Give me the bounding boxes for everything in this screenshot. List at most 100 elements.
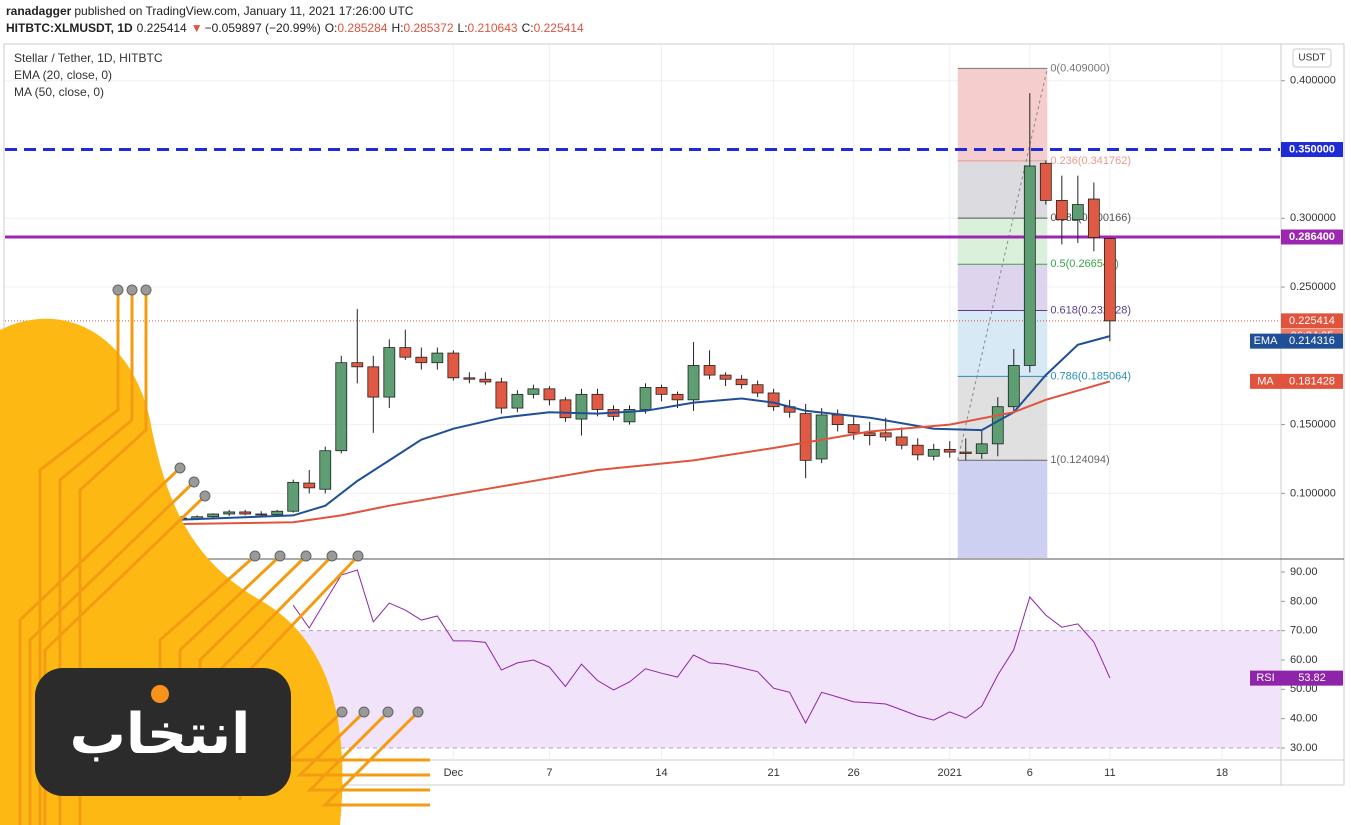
candle-body (319, 450, 332, 490)
ohlc-key: L: (457, 21, 468, 35)
candle-body (1023, 165, 1036, 366)
y-tick-label: 30.00 (1290, 742, 1318, 754)
candle-body (1103, 238, 1116, 322)
fib-label: 0.618(0.232928) (1050, 304, 1131, 316)
candle-body (495, 381, 508, 409)
currency-button[interactable] (1292, 48, 1332, 68)
candle-body (575, 393, 588, 420)
candle-body (527, 388, 540, 395)
y-tick-label: 70.00 (1290, 625, 1318, 637)
candle-body (751, 384, 764, 394)
logo-node (199, 490, 211, 502)
candle-body (863, 432, 876, 436)
candle-body (991, 406, 1004, 445)
logo-node (300, 550, 312, 562)
logo-badge (35, 668, 291, 796)
y-tick-label: 0.100000 (1290, 487, 1336, 499)
fib-zone (957, 68, 1048, 161)
candle-body (911, 444, 924, 456)
x-tick-label: 2021 (938, 767, 962, 779)
ohlc-value: 0.210643 (467, 21, 518, 35)
candle-body (815, 414, 828, 460)
candle-body (703, 365, 716, 376)
logo-node (382, 706, 394, 718)
published: published on TradingView.com, January 11… (74, 4, 414, 18)
candle-body (959, 451, 972, 454)
fib-label: 0.236(0.341762) (1050, 155, 1131, 167)
tag-value-box (1281, 333, 1343, 349)
ohlc-value: 0.225414 (533, 21, 584, 35)
candle-body (927, 448, 940, 457)
candle-body (671, 393, 684, 401)
candle-body (415, 356, 428, 364)
candle-body (1071, 204, 1084, 221)
y-tick-label: 0.400000 (1290, 75, 1336, 87)
logo-trace (296, 710, 430, 777)
tag-name-box (1250, 373, 1281, 389)
candle-body (559, 399, 572, 419)
candle-body (879, 432, 892, 438)
logo-coin (151, 685, 169, 703)
price-tag-label: 0.350000 (1289, 143, 1335, 155)
fib-zone (957, 460, 1048, 558)
logo-node (126, 284, 138, 296)
tag-name-box (1250, 670, 1281, 686)
logo-trace (78, 290, 148, 825)
tag-value: 0.214316 (1289, 335, 1335, 347)
candle-body (223, 511, 236, 515)
ohlc-value: 0.285372 (403, 21, 454, 35)
publisher: ranadagger (6, 4, 72, 18)
header: ranadagger published on TradingView.com, … (6, 3, 592, 37)
logo-trace (38, 290, 120, 825)
candle-body (207, 513, 220, 518)
logo-trace (306, 710, 430, 792)
arrow: ▼ (190, 21, 203, 35)
candle-body (447, 352, 460, 379)
candle-body (399, 347, 412, 358)
ohlc-value: 0.285284 (337, 21, 388, 35)
candle-body (895, 436, 908, 446)
ohlc-key: C: (521, 21, 534, 35)
tag-name: MA (1257, 375, 1274, 387)
candle-body (719, 374, 732, 380)
tag-value: 0.181428 (1289, 375, 1335, 387)
legend-ma: MA (50, close, 0) (14, 85, 104, 99)
candle-body (303, 482, 316, 489)
candle-body (335, 362, 348, 452)
candle-body (1087, 198, 1100, 238)
x-tick-label: 11 (1104, 767, 1115, 779)
candle-body (1007, 365, 1020, 408)
y-tick-label: 0.250000 (1290, 281, 1336, 293)
candle-body (639, 387, 652, 410)
candle-body (511, 393, 524, 409)
logo-trace (28, 480, 196, 825)
candle-body (1039, 162, 1052, 201)
legend-ema: EMA (20, close, 0) (14, 68, 112, 82)
logo-node (188, 476, 200, 488)
candle-body (975, 443, 988, 454)
x-tick-label: 21 (767, 767, 779, 779)
last-price: 0.225414 (136, 21, 187, 35)
logo-node (352, 550, 364, 562)
logo-node (412, 706, 424, 718)
fib-label: 1(0.124094) (1050, 454, 1109, 466)
indicator-line (292, 569, 1111, 725)
logo-node (140, 284, 152, 296)
tag-name-box (1250, 333, 1281, 349)
fib-label: 0.5(0.266547) (1050, 258, 1119, 270)
y-tick-label: 60.00 (1290, 654, 1318, 666)
y-tick-label: 40.00 (1290, 713, 1318, 725)
candle-body (1055, 200, 1068, 221)
fib-trend (957, 68, 1048, 461)
candle-body (831, 414, 844, 425)
tag-value-box (1281, 373, 1343, 389)
x-tick-label: 18 (1216, 767, 1228, 779)
candle-body (367, 366, 380, 398)
logo-node (249, 550, 261, 562)
candle-body (623, 409, 636, 423)
logo-node (112, 284, 124, 296)
candle-body (735, 378, 748, 386)
change: −0.059897 (−20.99%) (204, 21, 321, 35)
